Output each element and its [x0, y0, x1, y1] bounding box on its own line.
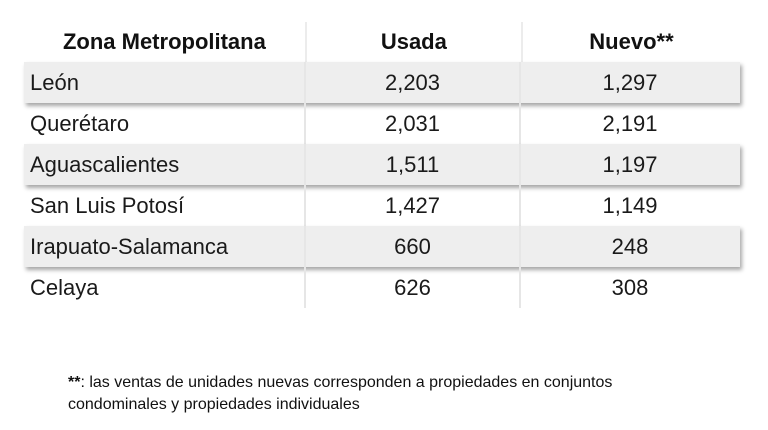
table-row: Celaya 626 308 — [24, 267, 740, 308]
header-new: Nuevo** — [589, 29, 674, 54]
footnote: **: las ventas de unidades nuevas corres… — [68, 372, 708, 416]
zone-cell: Irapuato-Salamanca — [24, 226, 306, 267]
new-cell: 2,191 — [602, 110, 658, 136]
sales-table: Zona Metropolitana Usada Nuevo** León 2,… — [24, 22, 740, 308]
new-cell: 1,297 — [602, 69, 658, 95]
new-cell: 248 — [611, 233, 649, 259]
header-zone: Zona Metropolitana — [24, 22, 307, 62]
used-cell: 2,031 — [306, 103, 521, 144]
used-cell: 2,203 — [306, 62, 521, 103]
used-cell: 660 — [306, 226, 521, 267]
used-cell: 1,427 — [306, 185, 521, 226]
zone-cell: Aguascalientes — [24, 144, 306, 185]
new-cell: 1,197 — [602, 151, 658, 177]
table-row: León 2,203 1,297 — [24, 62, 740, 103]
table-header-row: Zona Metropolitana Usada Nuevo** — [24, 22, 740, 62]
new-cell: 1,149 — [602, 192, 658, 218]
zone-cell: León — [24, 62, 306, 103]
footnote-mark: ** — [68, 374, 81, 391]
used-cell: 1,511 — [306, 144, 521, 185]
zone-cell: Querétaro — [24, 103, 306, 144]
footnote-text: : las ventas de unidades nuevas correspo… — [68, 374, 613, 413]
table-row: Aguascalientes 1,511 1,197 — [24, 144, 740, 185]
table-row: Querétaro 2,031 2,191 — [24, 103, 740, 144]
zone-cell: San Luis Potosí — [24, 185, 306, 226]
header-used: Usada — [307, 22, 523, 62]
used-cell: 626 — [306, 267, 521, 308]
table-row: San Luis Potosí 1,427 1,149 — [24, 185, 740, 226]
zone-cell: Celaya — [24, 267, 306, 308]
new-cell: 308 — [611, 274, 649, 300]
table-row: Irapuato-Salamanca 660 248 — [24, 226, 740, 267]
